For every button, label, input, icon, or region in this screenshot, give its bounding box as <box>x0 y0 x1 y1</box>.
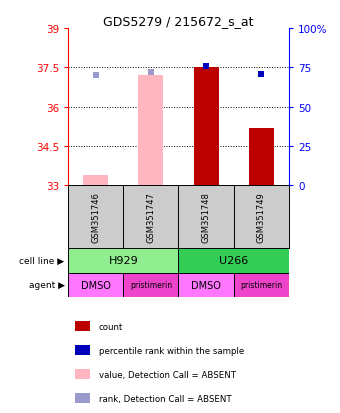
Text: percentile rank within the sample: percentile rank within the sample <box>99 346 244 355</box>
Text: H929: H929 <box>108 256 138 266</box>
Text: DMSO: DMSO <box>81 280 110 290</box>
Text: pristimerin: pristimerin <box>240 281 283 290</box>
Text: value, Detection Call = ABSENT: value, Detection Call = ABSENT <box>99 370 236 379</box>
Bar <box>138 76 163 186</box>
Text: GSM351746: GSM351746 <box>91 192 100 242</box>
Text: GSM351749: GSM351749 <box>257 192 266 242</box>
Bar <box>83 176 108 186</box>
Bar <box>178 273 234 297</box>
Text: GSM351747: GSM351747 <box>147 192 155 242</box>
Bar <box>249 128 274 186</box>
Bar <box>194 68 219 186</box>
Text: agent ▶: agent ▶ <box>29 281 65 290</box>
Title: GDS5279 / 215672_s_at: GDS5279 / 215672_s_at <box>103 15 254 28</box>
Bar <box>68 273 123 297</box>
Bar <box>68 249 178 273</box>
Bar <box>178 249 289 273</box>
Bar <box>123 273 178 297</box>
Bar <box>234 273 289 297</box>
Text: pristimerin: pristimerin <box>130 281 172 290</box>
Text: rank, Detection Call = ABSENT: rank, Detection Call = ABSENT <box>99 394 231 403</box>
Text: DMSO: DMSO <box>191 280 221 290</box>
Text: U266: U266 <box>219 256 249 266</box>
Text: count: count <box>99 322 123 331</box>
Text: cell line ▶: cell line ▶ <box>19 256 65 265</box>
Text: GSM351748: GSM351748 <box>202 192 210 242</box>
